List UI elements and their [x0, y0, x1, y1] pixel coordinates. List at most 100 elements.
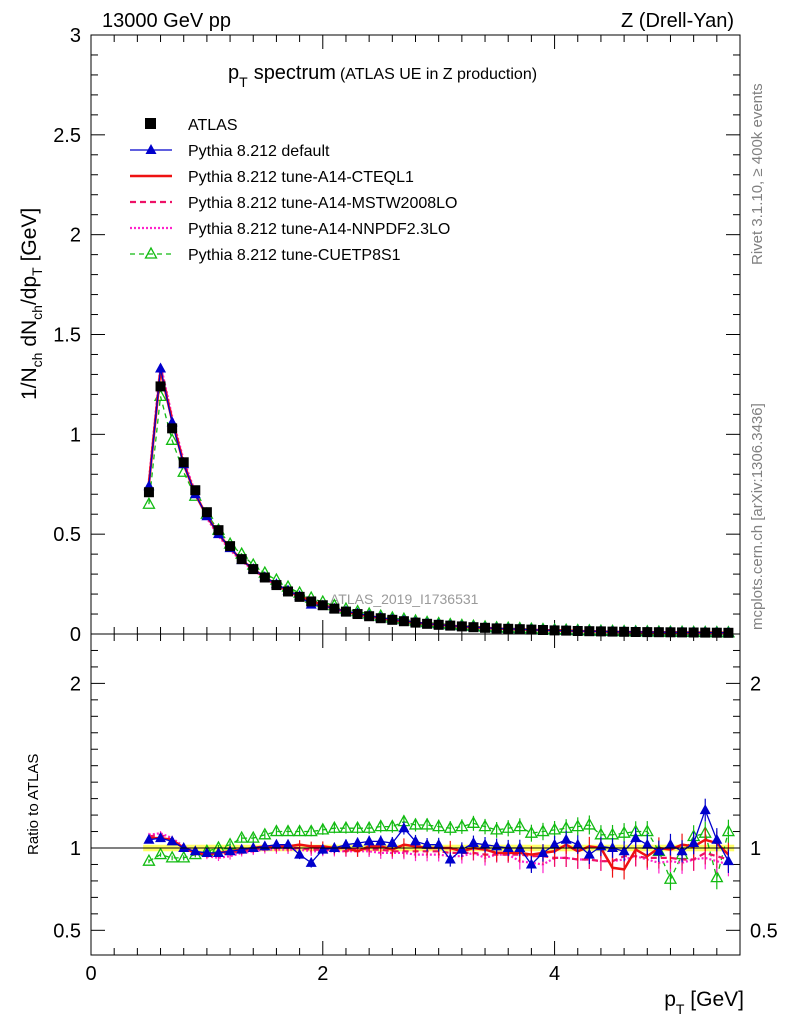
marker-default [143, 833, 155, 844]
legend-label-nnpdf: Pythia 8.212 tune-A14-NNPDF2.3LO [188, 221, 450, 238]
atlas-data-point [584, 626, 595, 637]
atlas-data-point [387, 614, 398, 625]
marker-cuetp8s1 [536, 824, 550, 837]
marker-cuetp8s1 [571, 819, 585, 832]
marker-cuetp8s1 [455, 819, 469, 832]
marker-cuetp8s1 [478, 819, 492, 832]
marker-cuetp8s1 [142, 496, 156, 509]
marker-default [641, 838, 653, 849]
rivet-label: Rivet 3.1.10, ≥ 400k events [749, 83, 766, 265]
atlas-data-point [236, 554, 247, 565]
main-ytick-label: 0.5 [53, 524, 81, 546]
marker-cuetp8s1 [304, 824, 318, 837]
marker-default [340, 838, 352, 849]
atlas-data-point [711, 627, 722, 638]
atlas-data-point [225, 541, 236, 552]
atlas-data-point [607, 626, 618, 637]
marker-default [294, 848, 306, 859]
xtick-label: 0 [85, 963, 96, 985]
marker-cuetp8s1 [165, 432, 179, 445]
marker-default [618, 845, 630, 856]
marker-default [456, 843, 468, 854]
atlas-data-point [630, 627, 641, 638]
atlas-data-point [155, 381, 166, 392]
marker-default [189, 845, 201, 856]
atlas-data-point [456, 621, 467, 632]
marker-default [549, 838, 561, 849]
main-ytick-label: 1.5 [53, 325, 81, 347]
atlas-data-point [364, 611, 375, 622]
marker-cuetp8s1 [443, 820, 457, 833]
marker-cuetp8s1 [721, 824, 736, 837]
ratio-ylabel: Ratio to ATLAS [25, 754, 42, 855]
main-title-rest: spectrum [254, 62, 336, 84]
marker-default [479, 838, 491, 849]
main-ytick-label: 1 [70, 424, 81, 446]
atlas-data-point [723, 627, 734, 638]
marker-default [305, 856, 317, 867]
marker-default [386, 837, 398, 848]
atlas-data-point [595, 626, 606, 637]
marker-cuetp8s1 [710, 870, 724, 883]
marker-cuetp8s1 [385, 819, 399, 832]
marker-default [688, 837, 700, 848]
marker-default [317, 843, 329, 854]
marker-default [607, 842, 619, 852]
atlas-data-point [398, 616, 409, 627]
atlas-data-point [480, 622, 491, 633]
main-ylabel: 1/Nch dNch/dpT [GeV] [18, 208, 45, 400]
marker-cuetp8s1 [293, 824, 307, 837]
marker-default [537, 846, 549, 857]
marker-cuetp8s1 [142, 853, 156, 866]
atlas-data-point [410, 617, 421, 628]
marker-cuetp8s1 [327, 820, 341, 833]
marker-default [664, 838, 676, 849]
marker-cuetp8s1 [374, 819, 388, 832]
legend: ATLAS Pythia 8.212 default Pythia 8.212 tu… [130, 117, 457, 264]
atlas-data-point [468, 622, 479, 633]
marker-default [155, 832, 167, 843]
atlas-data-point [549, 625, 560, 636]
main-series [142, 362, 736, 638]
marker-default [699, 804, 711, 815]
legend-label-atlas: ATLAS [188, 117, 238, 134]
xtick-label: 2 [317, 963, 328, 985]
marker-default [433, 838, 445, 849]
marker-cuetp8s1 [501, 820, 515, 833]
atlas-data-point [677, 627, 688, 638]
marker-cuetp8s1 [258, 827, 272, 840]
marker-cuetp8s1 [281, 824, 295, 837]
atlas-data-point [213, 525, 224, 536]
marker-cuetp8s1 [144, 246, 158, 259]
main-ytick-label: 3 [70, 25, 81, 47]
main-title: pT spectrum (ATLAS UE in Z production) [228, 62, 537, 90]
marker-default [270, 838, 282, 849]
marker-default [514, 842, 526, 852]
marker-default [212, 846, 224, 857]
marker-default [398, 822, 410, 833]
marker-default [525, 858, 537, 869]
atlas-data-point [642, 627, 653, 638]
main-ytick-label: 2.5 [53, 125, 81, 147]
mcplots-label: mcplots.cern.ch [arXiv:1306.3436] [749, 403, 766, 630]
marker-default [653, 845, 665, 856]
atlas-data-point [143, 487, 154, 498]
atlas-data-point [445, 620, 456, 631]
ratio-ytick-label-right: 2 [750, 673, 761, 695]
header-left: 13000 GeV pp [102, 10, 231, 32]
main-ytick-label: 2 [70, 225, 81, 247]
atlas-data-point [329, 603, 340, 614]
atlas-data-point [491, 623, 502, 634]
marker-default [145, 144, 157, 154]
marker-default [247, 842, 259, 852]
atlas-data-point [317, 600, 328, 611]
atlas-data-point [665, 627, 676, 638]
legend-marker-atlas [145, 118, 156, 129]
atlas-data-point [283, 586, 294, 597]
atlas-data-point [340, 606, 351, 617]
main-ytick-label: 0 [70, 624, 81, 646]
main-title-p: p [228, 62, 239, 84]
atlas-data-point [259, 572, 270, 583]
marker-default [630, 832, 642, 843]
